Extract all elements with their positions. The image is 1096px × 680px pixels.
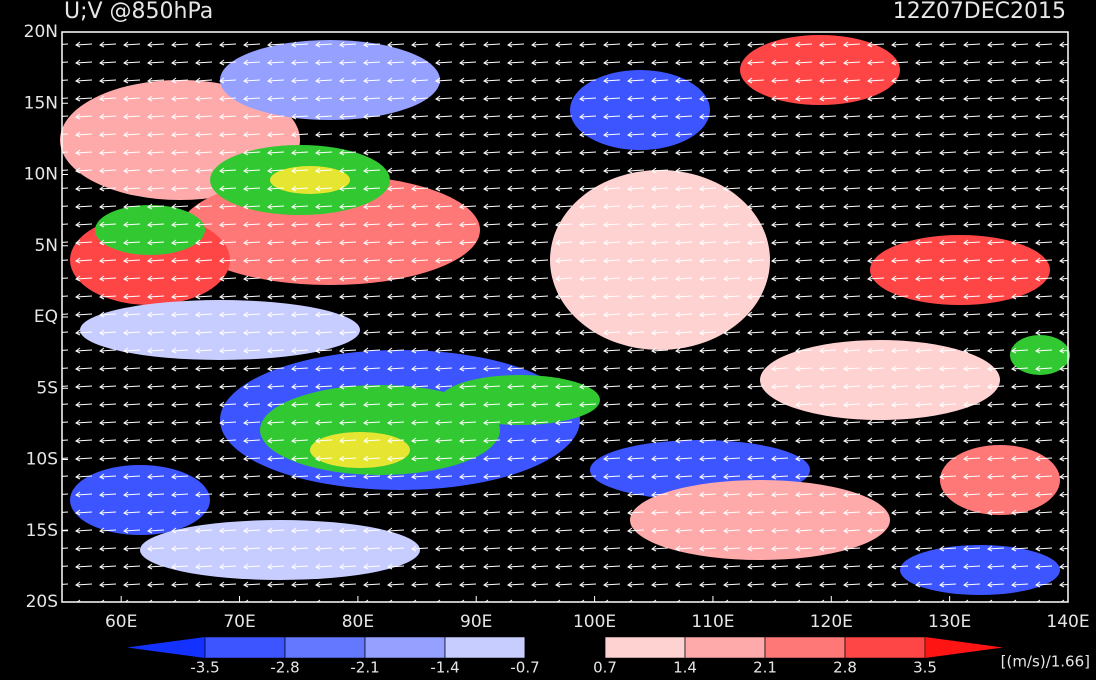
lon-label: 100E [573,612,616,632]
colorbar-segment [284,636,366,659]
colorbar-label: 3.5 [913,659,937,677]
map-title: U;V @850hPa [64,0,213,24]
colorbar-high [925,637,1003,658]
lat-label: EQ [34,307,58,327]
lon-label: 60E [105,612,137,632]
colorbar-label: 2.1 [753,659,777,677]
colorbar-label: -2.1 [350,659,379,677]
colorbar-low [127,637,205,658]
lat-label: 15N [24,93,58,113]
lon-label: 130E [928,612,971,632]
colorbar-label: 1.4 [673,659,697,677]
lat-label: 5S [36,378,58,398]
lon-label: 90E [460,612,492,632]
valid-time: 12Z07DEC2015 [893,0,1066,24]
lon-label: 140E [1046,612,1089,632]
colorbar-label: 2.8 [833,659,857,677]
colorbar-unit: [(m/s)/1.66] [1001,653,1090,671]
colorbar-segment [604,636,686,659]
colorbar-label: 0.7 [593,659,617,677]
colorbar-segment [364,636,446,659]
colorbar-segment [524,636,606,659]
lat-label: 20S [26,592,58,612]
colorbar-segment [684,636,766,659]
colorbar-label: -2.8 [270,659,299,677]
colorbar-segment [764,636,846,659]
lat-label: 15S [26,521,58,541]
colorbar-label: -3.5 [190,659,219,677]
lon-label: 120E [810,612,853,632]
lon-label: 110E [691,612,734,632]
map-field [60,32,1070,602]
lat-label: 10S [26,450,58,470]
colorbar-segment [444,636,526,659]
colorbar-label: -0.7 [510,659,539,677]
lat-label: 5N [34,236,58,256]
colorbar-label: -1.4 [430,659,459,677]
colorbar-segment [844,636,926,659]
lon-label: 70E [223,612,255,632]
lat-label: 10N [24,165,58,185]
lon-label: 80E [342,612,374,632]
lat-label: 20N [24,22,58,42]
colorbar-segment [204,636,286,659]
